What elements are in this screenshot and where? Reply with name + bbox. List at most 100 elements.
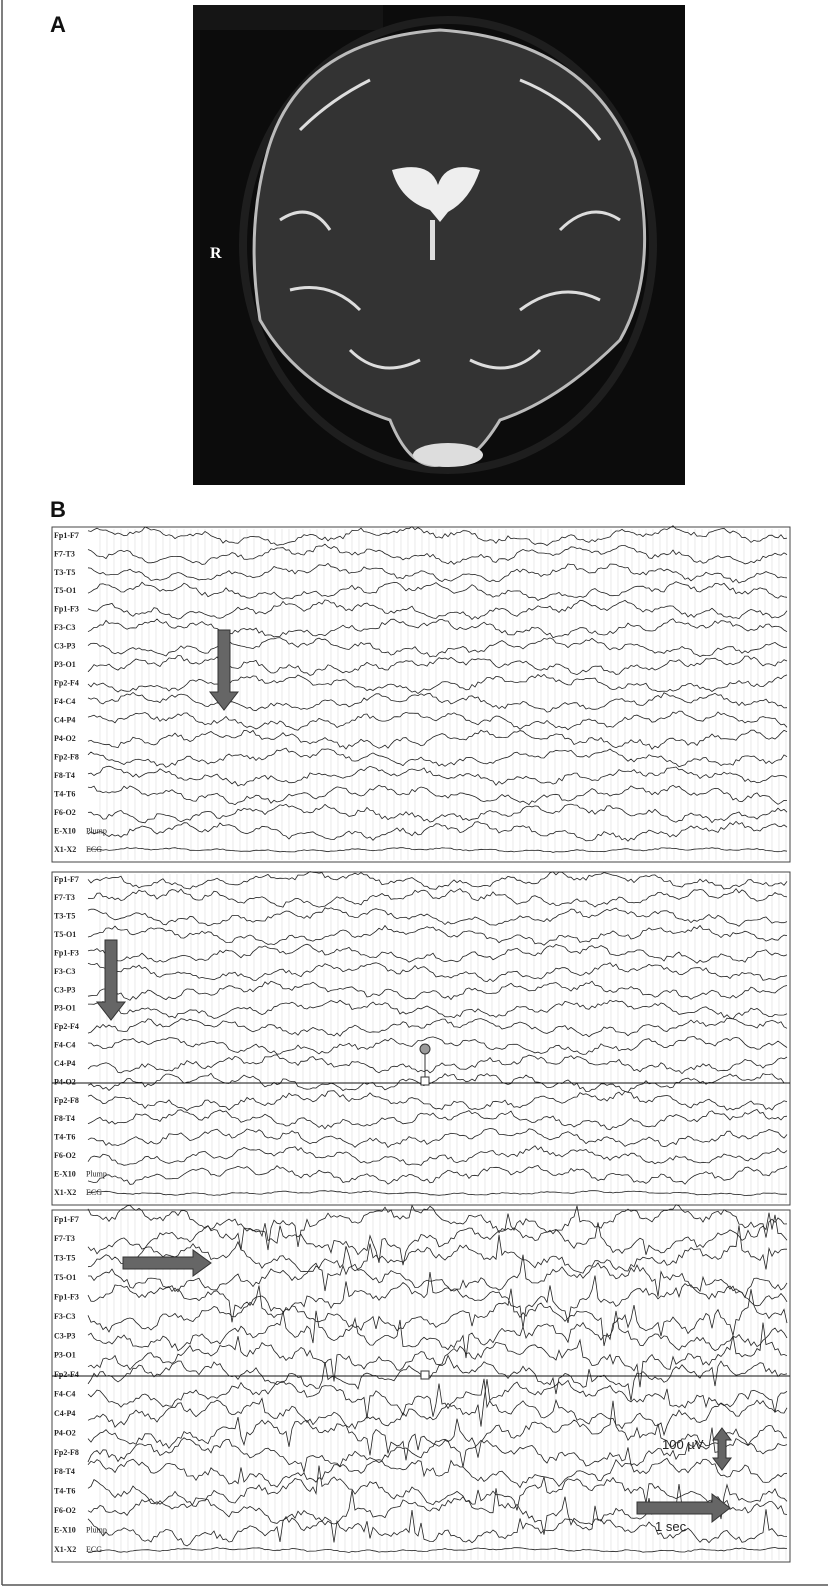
eeg-trace [87,1109,788,1131]
channel-label: F8-T4 [54,771,75,780]
channel-label: F6-O2 [54,808,76,817]
eeg-trace [87,1310,788,1359]
channel-label: C4-P4 [54,716,75,725]
channel-label: P4-O2 [54,734,76,743]
eeg-trace [87,691,788,713]
channel-label: C4-P4 [54,1409,75,1418]
eeg-trace [87,1379,788,1437]
side-marker: R [210,245,222,262]
eeg-trace [87,1400,788,1461]
eeg-trace [87,907,788,927]
channel-label: E-X10 [54,1525,76,1534]
eeg-trace [87,1465,788,1520]
eeg-trace [87,962,788,983]
amplitude-scale: 100 µV [662,1437,704,1452]
channel-label: F7-T3 [54,1234,75,1243]
channel-label: T5-O1 [54,1273,76,1282]
channel-label: F6-O2 [54,1506,76,1515]
eeg-trace [87,1427,788,1474]
channel-label: T4-T6 [54,1487,75,1496]
eeg-trace [87,1054,788,1075]
eeg-trace [87,1090,788,1112]
eeg-trace [87,1378,788,1419]
eeg-trace [87,562,788,584]
channel-label: X1-X2 [54,1188,76,1197]
eeg-trace [87,654,788,676]
panel-label: B [50,497,66,522]
channel-annotation: ECG [86,845,102,854]
eeg-trace [87,581,788,601]
channel-label: X1-X2 [54,1545,76,1554]
channel-label: F8-T4 [54,1467,75,1476]
channel-label: Fp1-F3 [54,1292,79,1301]
eeg-trace [87,943,788,964]
channel-label: Fp2-F4 [54,1022,79,1031]
eeg-trace [87,980,788,1001]
channel-label: F8-T4 [54,1114,75,1123]
eeg-traces: Fp1-F7 F7-T3 T3-T5 T5-O1 Fp1-F3 F3-C3 C3-P3 P3-… [51,525,791,1563]
channel-label: C4-P4 [54,1059,75,1068]
channel-annotation: ECG [86,1545,102,1554]
channel-label: Fp1-F3 [54,948,79,957]
channel-label: F3-C3 [54,967,75,976]
eeg-trace [87,1145,788,1166]
channel-label: P3-O1 [54,660,76,669]
eeg-trace [87,599,788,620]
channel-label: Fp2-F4 [54,1370,79,1379]
channel-label: F4-C4 [54,1390,75,1399]
eeg-trace [87,1017,788,1038]
channel-label: Fp1-F7 [54,1215,79,1224]
channel-label: T3-T5 [54,1254,75,1263]
panel-label: A [50,12,66,37]
eeg-trace [87,1322,788,1388]
channel-annotation: Plump [86,826,107,835]
eeg-trace [87,1225,787,1274]
eeg-trace [87,820,788,842]
annotations [52,629,790,1524]
eeg-trace [87,1190,787,1197]
channel-label: Fp2-F8 [54,1448,79,1457]
eeg-trace [87,618,788,639]
eeg-trace [87,888,788,908]
channel-label: E-X10 [54,826,76,835]
channel-label: T5-O1 [54,586,76,595]
eeg-trace [87,1457,788,1489]
eeg-trace [87,710,788,731]
channel-annotation: ECG [86,1188,102,1197]
channel-label: C3-P3 [54,1331,75,1340]
channel-label: F4-C4 [54,697,75,706]
channel-label: T3-T5 [54,912,75,921]
channel-label: F4-C4 [54,1041,75,1050]
eeg-trace [87,637,788,658]
eeg-trace [87,525,788,546]
channel-label: P3-O1 [54,1351,76,1360]
channel-label: F6-O2 [54,1151,76,1160]
eeg-trace [87,847,788,853]
channel-label: Fp1-F7 [54,531,79,540]
time-scale: 1 sec [655,1519,687,1534]
channel-label: C3-P3 [54,985,75,994]
channel-label: T3-T5 [54,568,75,577]
eeg-trace [88,1547,788,1553]
eeg-trace [87,924,788,946]
channel-label: F7-T3 [54,893,75,902]
channel-label: F3-C3 [54,623,75,632]
channel-label: T4-T6 [54,789,75,798]
channel-label: P4-O2 [54,1077,76,1086]
eeg-trace [87,1035,788,1055]
channel-annotation: Plump [86,1525,107,1534]
eeg-trace [87,1271,788,1329]
channel-annotation: Plump [86,1169,107,1178]
eeg-trace [87,803,788,824]
eeg-trace [87,1505,788,1547]
channel-label: C3-P3 [54,642,75,651]
eeg-trace [87,729,788,750]
channel-label: F7-T3 [54,549,75,558]
channel-label: P4-O2 [54,1428,76,1437]
eeg-trace [87,765,788,787]
channel-label: Fp1-F3 [54,605,79,614]
channel-label: Fp2-F4 [54,679,79,688]
channel-label: F3-C3 [54,1312,75,1321]
eeg-trace [87,1128,788,1149]
